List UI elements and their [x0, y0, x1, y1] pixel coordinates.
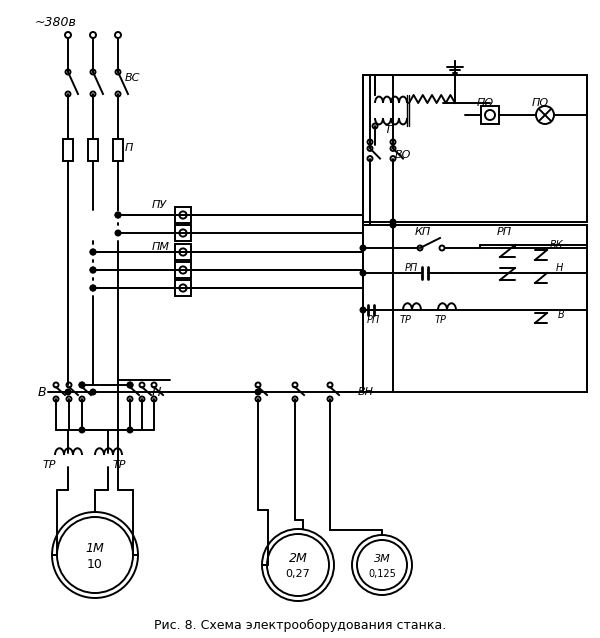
Text: Н: Н: [556, 263, 563, 273]
Bar: [175, 280, 191, 296]
Circle shape: [90, 285, 96, 291]
Circle shape: [390, 219, 396, 225]
Circle shape: [79, 382, 85, 388]
Bar: [175, 225, 191, 241]
Circle shape: [360, 271, 366, 276]
Bar: [175, 262, 191, 278]
Circle shape: [79, 427, 85, 433]
Text: 3М: 3М: [374, 554, 391, 564]
Text: Н: Н: [152, 385, 161, 399]
Circle shape: [90, 267, 96, 273]
Circle shape: [360, 245, 366, 251]
Circle shape: [90, 249, 96, 255]
Circle shape: [360, 308, 366, 313]
Text: ПУ: ПУ: [152, 200, 167, 210]
Text: ~380в: ~380в: [35, 15, 77, 29]
Circle shape: [115, 212, 121, 218]
Circle shape: [390, 222, 396, 228]
Text: В: В: [558, 310, 565, 320]
Text: П: П: [125, 143, 133, 153]
Circle shape: [127, 427, 133, 433]
Text: ПМ: ПМ: [152, 242, 170, 252]
Text: ВС: ВС: [125, 73, 140, 83]
Text: ВК: ВК: [550, 240, 563, 250]
Circle shape: [90, 389, 96, 395]
Circle shape: [90, 267, 96, 273]
Text: РП: РП: [497, 227, 512, 237]
Circle shape: [65, 389, 71, 395]
Bar: [113, 139, 123, 161]
Text: ТР: ТР: [113, 460, 127, 470]
Circle shape: [127, 382, 133, 388]
Bar: [175, 207, 191, 223]
Text: ВН: ВН: [358, 387, 374, 397]
Text: ТР: ТР: [435, 315, 447, 325]
Circle shape: [115, 212, 121, 218]
Bar: [175, 244, 191, 260]
Text: 2М: 2М: [289, 553, 307, 565]
Bar: [63, 139, 73, 161]
Text: 1М: 1М: [86, 542, 104, 556]
Text: Т: Т: [385, 125, 391, 135]
Bar: [363, 225, 587, 392]
Text: ВО: ВО: [395, 150, 412, 160]
Circle shape: [90, 249, 96, 255]
Text: Рис. 8. Схема электрооборудования станка.: Рис. 8. Схема электрооборудования станка…: [154, 618, 446, 632]
Circle shape: [115, 230, 121, 236]
Bar: [481, 106, 499, 124]
Circle shape: [255, 389, 261, 395]
Text: ТР: ТР: [43, 460, 56, 470]
Text: ТР: ТР: [400, 315, 412, 325]
Text: 0,27: 0,27: [286, 569, 310, 579]
Text: КП: КП: [415, 227, 431, 237]
Text: 0,125: 0,125: [368, 569, 396, 579]
Text: ПО: ПО: [532, 98, 549, 108]
Text: ПО: ПО: [477, 98, 494, 108]
Bar: [88, 139, 98, 161]
Text: В: В: [38, 385, 47, 399]
Text: 10: 10: [87, 558, 103, 570]
Bar: [363, 75, 587, 222]
Circle shape: [90, 285, 96, 291]
Text: РП: РП: [405, 263, 418, 273]
Text: РП: РП: [367, 315, 380, 325]
